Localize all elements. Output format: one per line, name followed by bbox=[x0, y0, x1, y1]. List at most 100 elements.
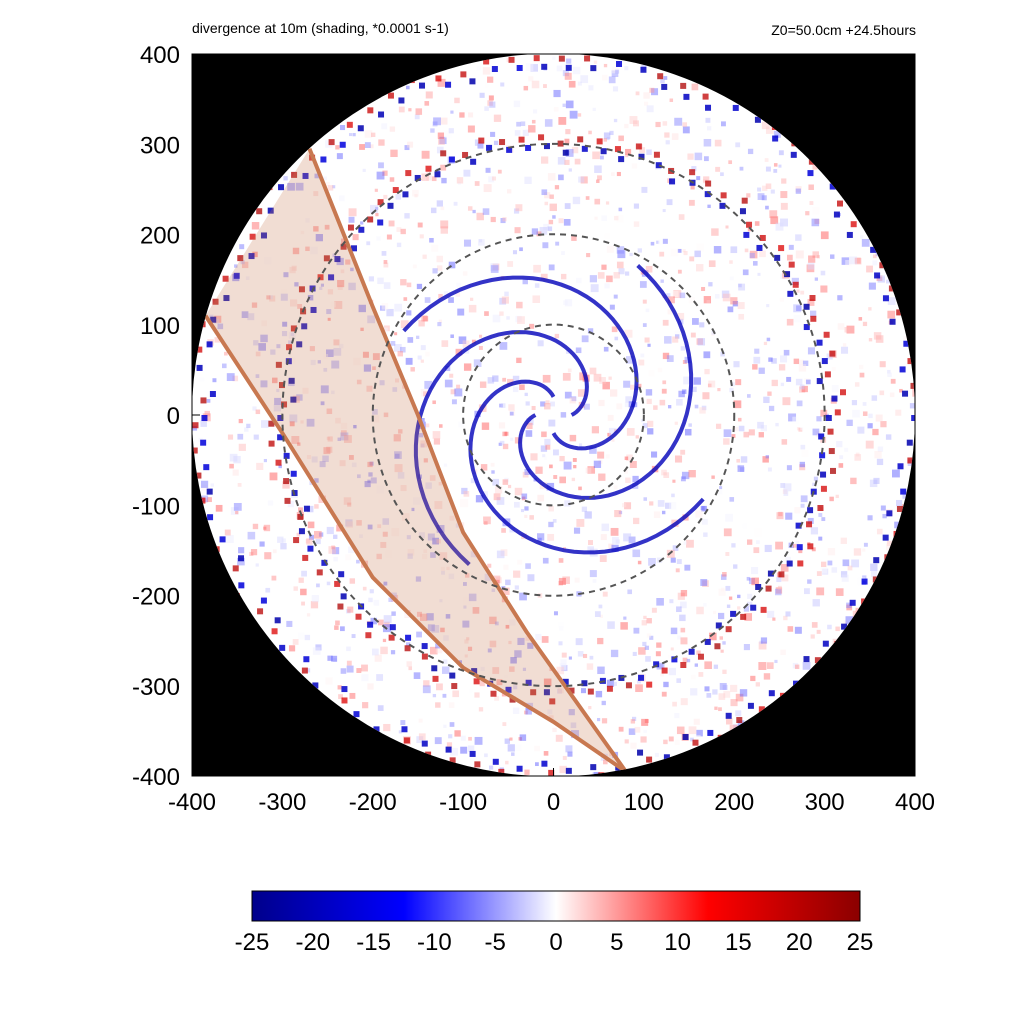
field-cell bbox=[868, 413, 873, 419]
field-cell bbox=[564, 203, 571, 209]
field-cell bbox=[606, 137, 610, 141]
divergence-cell bbox=[403, 737, 410, 744]
field-cell bbox=[553, 611, 558, 616]
field-cell bbox=[607, 621, 615, 629]
field-cell bbox=[366, 241, 371, 246]
divergence-cell bbox=[432, 675, 439, 682]
convergence-cell bbox=[565, 64, 572, 71]
field-cell bbox=[377, 705, 384, 711]
field-cell bbox=[578, 176, 585, 183]
field-cell bbox=[737, 606, 741, 610]
convergence-cell bbox=[378, 111, 385, 118]
convergence-cell bbox=[600, 148, 607, 155]
convergence-cell bbox=[882, 295, 889, 302]
field-cell bbox=[450, 389, 456, 395]
field-cell bbox=[873, 332, 882, 340]
field-cell bbox=[626, 428, 635, 436]
field-cell bbox=[274, 397, 282, 405]
field-cell bbox=[762, 456, 769, 463]
field-cell bbox=[407, 141, 414, 148]
field-cell bbox=[318, 532, 324, 537]
field-cell bbox=[670, 248, 679, 257]
divergence-cell bbox=[346, 121, 353, 128]
divergence-cell bbox=[316, 569, 323, 576]
field-cell bbox=[238, 443, 246, 451]
field-cell bbox=[401, 513, 410, 521]
field-cell bbox=[362, 168, 366, 172]
field-cell bbox=[380, 541, 387, 548]
field-cell bbox=[563, 141, 572, 150]
field-cell bbox=[531, 228, 539, 235]
field-cell bbox=[278, 464, 282, 469]
field-cell bbox=[795, 234, 802, 241]
convergence-cell bbox=[260, 597, 267, 604]
field-cell bbox=[571, 396, 577, 402]
field-cell bbox=[857, 426, 865, 434]
field-cell bbox=[370, 132, 376, 137]
field-cell bbox=[713, 664, 719, 669]
field-cell bbox=[372, 366, 376, 371]
field-cell bbox=[846, 419, 853, 427]
field-cell bbox=[632, 549, 641, 558]
field-cell bbox=[372, 353, 380, 361]
field-cell bbox=[525, 401, 530, 406]
model-domain-disk bbox=[192, 53, 915, 777]
field-cell bbox=[611, 536, 619, 544]
field-cell bbox=[470, 297, 474, 301]
field-cell bbox=[482, 208, 490, 215]
field-cell bbox=[489, 101, 496, 108]
convergence-cell bbox=[491, 66, 498, 73]
field-cell bbox=[369, 461, 374, 466]
run-info-label: Z0=50.0cm +24.5hours bbox=[771, 22, 916, 38]
field-cell bbox=[385, 550, 393, 558]
field-cell bbox=[255, 351, 261, 357]
field-cell bbox=[681, 471, 690, 480]
divergence-cell bbox=[474, 761, 481, 768]
convergence-cell bbox=[277, 434, 284, 441]
field-cell bbox=[648, 557, 656, 566]
field-cell bbox=[879, 390, 885, 396]
field-cell bbox=[666, 355, 674, 362]
field-cell bbox=[696, 729, 703, 737]
field-cell bbox=[507, 261, 514, 267]
field-cell bbox=[426, 170, 432, 175]
field-cell bbox=[538, 537, 542, 542]
field-cell bbox=[210, 483, 215, 487]
field-cell bbox=[568, 709, 575, 716]
field-cell bbox=[663, 472, 670, 479]
divergence-cell bbox=[758, 706, 765, 713]
field-cell bbox=[554, 333, 560, 339]
field-cell bbox=[341, 238, 347, 244]
field-cell bbox=[382, 531, 388, 537]
x-tick-label: 300 bbox=[805, 789, 845, 816]
field-cell bbox=[649, 635, 654, 640]
field-cell bbox=[625, 148, 632, 156]
field-cell bbox=[648, 369, 655, 377]
field-cell bbox=[597, 666, 605, 675]
field-cell bbox=[306, 613, 311, 617]
field-cell bbox=[798, 364, 807, 372]
convergence-cell bbox=[486, 144, 493, 151]
field-cell bbox=[435, 702, 441, 708]
convergence-cell bbox=[774, 254, 781, 261]
field-cell bbox=[234, 264, 238, 268]
field-cell bbox=[448, 734, 453, 739]
field-cell bbox=[853, 548, 862, 556]
field-cell bbox=[694, 663, 699, 667]
field-cell bbox=[637, 383, 642, 388]
field-cell bbox=[564, 299, 573, 307]
field-cell bbox=[801, 385, 808, 393]
field-cell bbox=[361, 674, 369, 682]
field-cell bbox=[749, 250, 758, 259]
convergence-cell bbox=[248, 253, 255, 260]
field-cell bbox=[544, 119, 553, 127]
field-cell bbox=[768, 357, 773, 362]
field-cell bbox=[737, 720, 745, 727]
field-cell bbox=[783, 615, 788, 621]
field-cell bbox=[805, 211, 810, 216]
field-cell bbox=[672, 701, 677, 707]
field-cell bbox=[807, 347, 815, 355]
field-cell bbox=[417, 222, 423, 228]
field-cell bbox=[483, 516, 491, 525]
field-cell bbox=[698, 672, 704, 677]
